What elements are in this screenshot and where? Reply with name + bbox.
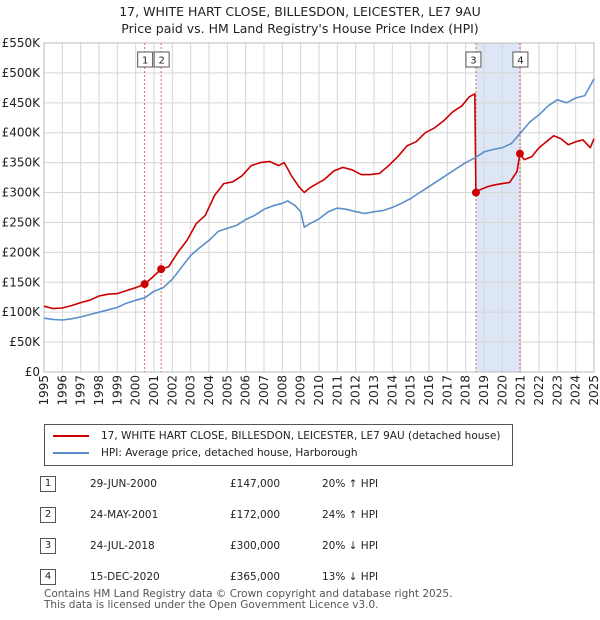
x-tick-label: 2012 — [349, 375, 363, 406]
chart-title-line2: Price paid vs. HM Land Registry's House … — [121, 21, 479, 36]
footer-copyright: Contains HM Land Registry data © Crown c… — [44, 588, 453, 600]
table-row: 4 15-DEC-2020 £365,000 13% ↓ HPI — [40, 561, 378, 592]
sale-badge-box — [512, 51, 529, 68]
x-tick-label: 2000 — [129, 375, 143, 406]
x-tick-label: 1999 — [110, 375, 124, 406]
x-tick-label: 1997 — [74, 375, 88, 406]
x-tick-label: 2020 — [495, 375, 509, 406]
x-tick-label: 2002 — [165, 375, 179, 406]
x-tick-label: 2011 — [330, 375, 344, 406]
sale-date: 29-JUN-2000 — [90, 477, 157, 490]
footer-licence: This data is licensed under the Open Gov… — [44, 599, 379, 611]
sale-badge-box — [465, 51, 482, 68]
chart-legend: 17, WHITE HART CLOSE, BILLESDON, LEICEST… — [44, 424, 513, 466]
x-tick-label: 2017 — [440, 375, 454, 406]
x-tick-label: 2015 — [404, 375, 418, 406]
x-tick-label: 2016 — [422, 375, 436, 406]
sale-price: £365,000 — [230, 570, 281, 583]
x-tick-label: 1996 — [55, 375, 69, 406]
sale-price: £300,000 — [230, 539, 281, 552]
x-tick-label: 1998 — [92, 375, 106, 406]
sale-point — [515, 149, 524, 158]
sale-badge-box — [153, 51, 170, 68]
sale-hpi-diff: 20% ↓ HPI — [322, 539, 379, 552]
transactions-table: 1 29-JUN-2000 £147,000 20% ↑ HPI 2 24-MA… — [40, 468, 378, 592]
x-tick-label: 2019 — [477, 375, 491, 406]
x-tick-label: 2008 — [275, 375, 289, 406]
x-tick-label: 2018 — [459, 375, 473, 406]
y-tick-label: £450K — [2, 96, 42, 110]
property-price-line — [43, 93, 595, 310]
sale-badge-number: 2 — [158, 56, 164, 67]
y-tick-label: £100K — [2, 305, 42, 319]
table-row: 3 24-JUL-2018 £300,000 20% ↓ HPI — [40, 530, 378, 561]
x-tick-label: 2024 — [569, 375, 583, 406]
sale-number-badge: 1 — [40, 475, 56, 492]
y-tick-label: £0 — [25, 365, 40, 379]
sale-badge-number: 1 — [142, 56, 148, 67]
legend-swatch-hpi — [53, 452, 89, 454]
legend-label-hpi: HPI: Average price, detached house, Harb… — [101, 447, 358, 459]
sale-badge-number: 4 — [517, 56, 523, 67]
y-tick-label: £150K — [2, 275, 42, 289]
shaded-period — [475, 43, 520, 372]
sale-price: £147,000 — [230, 477, 281, 490]
x-tick-label: 2007 — [257, 375, 271, 406]
x-tick-label: 2010 — [312, 375, 326, 406]
sale-badge-box — [137, 51, 154, 68]
x-tick-label: 2022 — [532, 375, 546, 406]
y-tick-label: £350K — [2, 156, 42, 170]
x-tick-label: 2013 — [367, 375, 381, 406]
x-tick-label: 2009 — [294, 375, 308, 406]
sale-number-badge: 4 — [40, 568, 56, 585]
price-chart: £0 £50K £100K £150K £200K £250K £300K £350K £400… — [2, 36, 600, 406]
sale-point — [140, 280, 149, 289]
sale-price: £172,000 — [230, 508, 281, 521]
footer-attribution: Contains HM Land Registry data © Crown c… — [44, 589, 452, 611]
x-tick-label: 2021 — [514, 375, 528, 406]
y-tick-label: £400K — [2, 126, 42, 140]
y-tick-label: £50K — [9, 335, 41, 349]
sale-number-badge: 3 — [40, 537, 56, 554]
chart-title-line1: 17, WHITE HART CLOSE, BILLESDON, LEICEST… — [119, 4, 481, 19]
sale-number-badge: 2 — [40, 506, 56, 523]
x-tick-label: 2001 — [147, 375, 161, 406]
sale-badge-number: 3 — [470, 56, 476, 67]
sale-date: 15-DEC-2020 — [90, 570, 160, 583]
x-tick-label: 2014 — [385, 375, 399, 406]
legend-swatch-property — [53, 435, 89, 437]
y-tick-label: £300K — [2, 186, 42, 200]
sale-date: 24-JUL-2018 — [90, 539, 155, 552]
x-tick-label: 2005 — [220, 375, 234, 406]
sale-hpi-diff: 20% ↑ HPI — [322, 477, 379, 490]
x-tick-label: 2025 — [587, 375, 600, 406]
y-tick-label: £550K — [2, 36, 42, 50]
table-row: 2 24-MAY-2001 £172,000 24% ↑ HPI — [40, 499, 378, 530]
sale-point — [157, 265, 166, 274]
legend-label-property: 17, WHITE HART CLOSE, BILLESDON, LEICEST… — [101, 430, 501, 442]
x-tick-label: 2023 — [550, 375, 564, 406]
x-tick-label: 2004 — [202, 375, 216, 406]
hpi-line — [43, 78, 595, 321]
x-tick-label: 2003 — [184, 375, 198, 406]
y-tick-label: £250K — [2, 215, 42, 229]
table-row: 1 29-JUN-2000 £147,000 20% ↑ HPI — [40, 468, 378, 499]
sale-date: 24-MAY-2001 — [90, 508, 159, 521]
x-tick-label: 2006 — [239, 375, 253, 406]
y-tick-label: £200K — [2, 245, 42, 259]
plot-frame — [43, 42, 595, 373]
x-tick-label: 1995 — [37, 375, 51, 406]
sale-hpi-diff: 24% ↑ HPI — [322, 508, 379, 521]
y-tick-label: £500K — [2, 66, 42, 80]
sale-hpi-diff: 13% ↓ HPI — [322, 570, 379, 583]
sale-point — [471, 188, 480, 197]
